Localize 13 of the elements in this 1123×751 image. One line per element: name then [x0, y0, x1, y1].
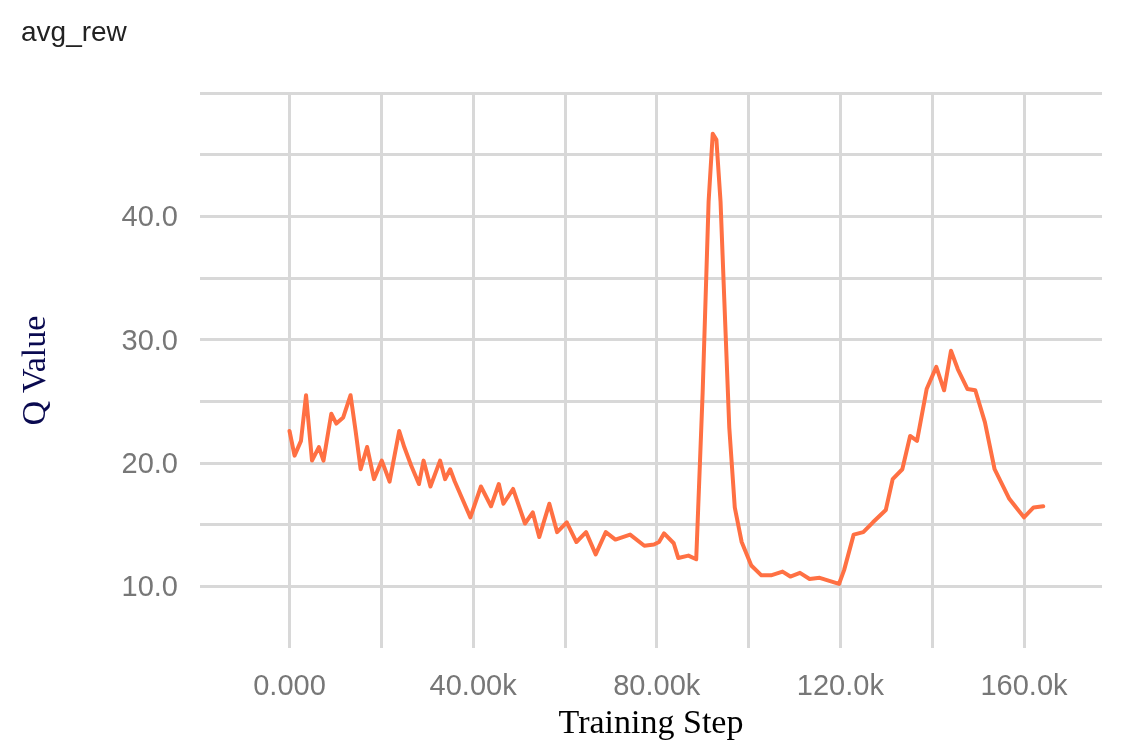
- x-axis-title: Training Step: [558, 702, 744, 740]
- line-series: [287, 131, 1046, 586]
- x-tick-label: 40.00k: [429, 668, 518, 701]
- x-tick-label: 160.0k: [980, 668, 1068, 701]
- x-tick-label: 80.00k: [613, 668, 701, 701]
- y-tick-label: 20.0: [121, 447, 178, 480]
- y-tick-label: 40.0: [121, 200, 178, 233]
- x-tick-label: 120.0k: [796, 668, 885, 701]
- x-tick-label: 0.000: [253, 668, 326, 701]
- y-tick-label: 30.0: [121, 323, 178, 356]
- y-tick-label: 10.0: [121, 570, 178, 603]
- chart-title: avg_rew: [21, 15, 128, 47]
- y-axis-title: Q Value: [14, 315, 52, 426]
